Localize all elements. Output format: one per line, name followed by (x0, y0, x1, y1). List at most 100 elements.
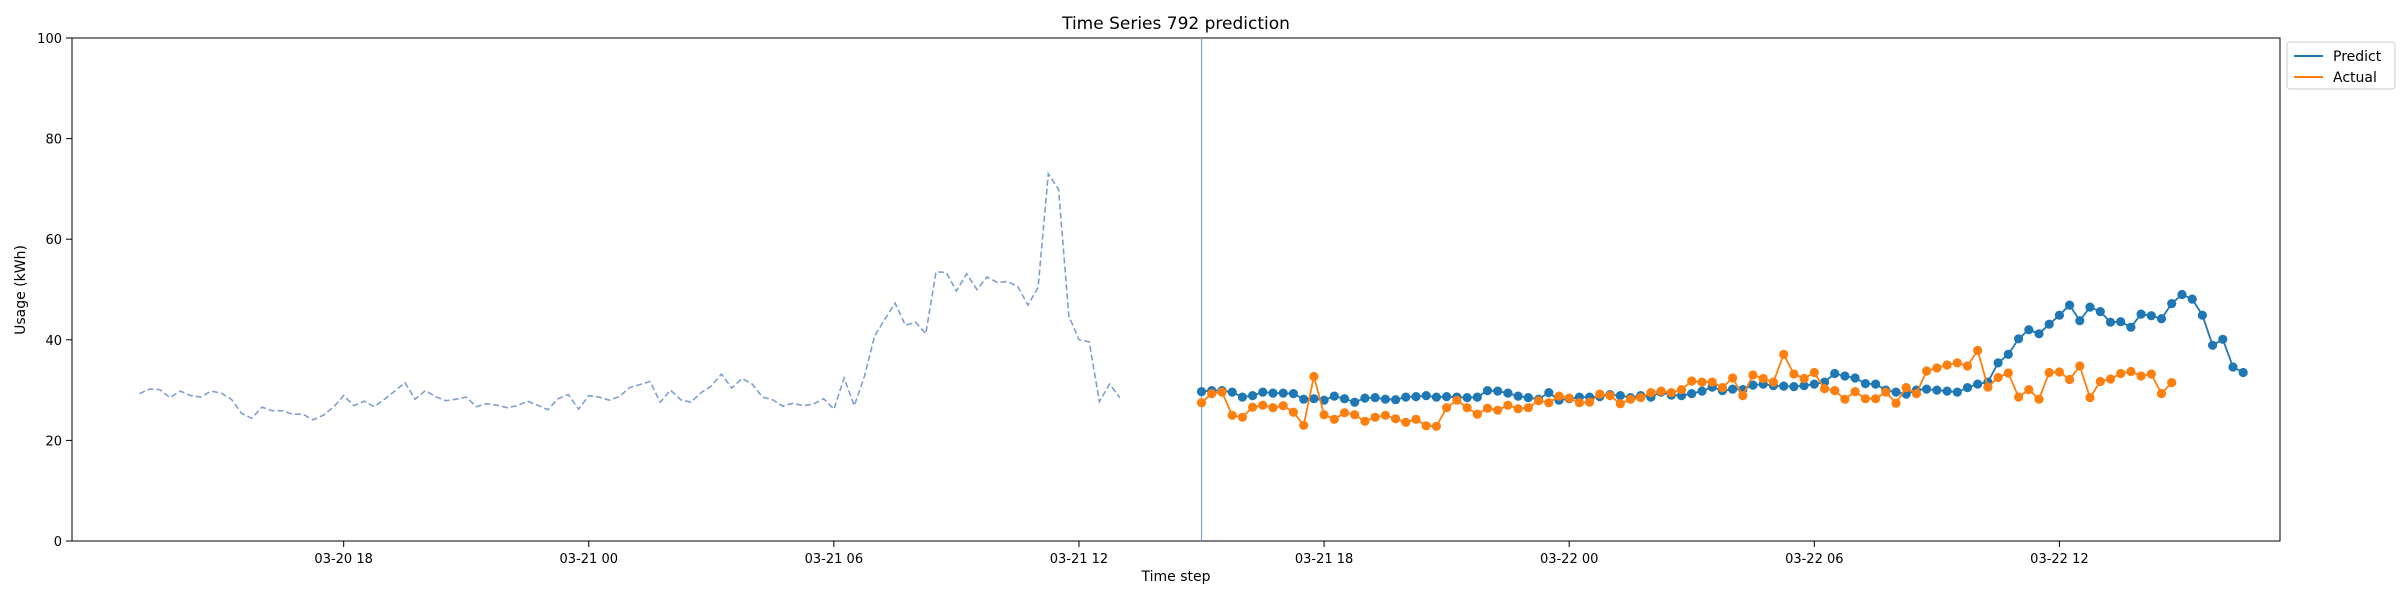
x-tick-label: 03-21 18 (1295, 552, 1353, 567)
actual-point (2054, 367, 2064, 377)
predict-point (1237, 392, 1247, 402)
actual-point (1738, 391, 1748, 401)
predict-point (1840, 371, 1850, 381)
actual-point (2003, 368, 2013, 378)
actual-point (1993, 372, 2003, 383)
actual-point (2085, 393, 2095, 403)
actual-point (1799, 373, 1809, 384)
predict-point (1421, 391, 1431, 401)
actual-point (1493, 405, 1503, 415)
predict-point (1431, 392, 1441, 402)
actual-point (1442, 403, 1452, 413)
predict-point (2167, 299, 2177, 309)
x-tick-label: 03-20 18 (314, 552, 372, 567)
actual-point (1952, 358, 1962, 368)
actual-point (1339, 408, 1350, 418)
actual-point (1625, 394, 1636, 404)
predict-point (1809, 379, 1819, 389)
predict-point (1952, 387, 1962, 397)
actual-point (1687, 376, 1697, 386)
predict-point (1789, 382, 1799, 392)
predict-point (1615, 391, 1625, 401)
actual-point (1227, 410, 1237, 420)
actual-point (1350, 410, 1360, 420)
actual-point (2126, 366, 2136, 377)
x-tick-label: 03-21 06 (805, 552, 863, 567)
predict-point (1401, 392, 1411, 402)
predict-point (2238, 367, 2248, 378)
actual-point (1942, 360, 1952, 370)
actual-point (1401, 417, 1411, 427)
predict-point (1513, 391, 1523, 401)
actual-point (2024, 385, 2034, 395)
y-axis: 0 20 40 60 80 100 (37, 32, 72, 550)
predict-point (2116, 317, 2126, 327)
plot-area (71, 37, 2281, 542)
actual-point (1871, 394, 1881, 404)
y-tick-label: 20 (45, 434, 62, 449)
predict-point (2208, 340, 2218, 350)
actual-point (2075, 361, 2085, 371)
actual-point (1646, 388, 1656, 398)
predict-point (2105, 317, 2116, 327)
predict-point (1288, 389, 1298, 399)
actual-point (2156, 389, 2167, 399)
predict-point (1360, 393, 1370, 403)
predict-point (1922, 384, 1932, 394)
predict-point (2228, 362, 2238, 372)
actual-point (1728, 373, 1738, 383)
actual-point (1513, 404, 1523, 414)
predict-point (1258, 387, 1268, 397)
predict-point (2065, 300, 2075, 310)
actual-point (1329, 414, 1339, 424)
actual-point (1585, 397, 1595, 407)
actual-point (1860, 394, 1870, 404)
y-tick-label: 100 (37, 32, 62, 47)
actual-point (2034, 394, 2044, 404)
actual-point (1360, 416, 1370, 426)
predict-point (1779, 381, 1789, 391)
actual-point (2095, 376, 2105, 387)
actual-point (1523, 403, 1533, 413)
actual-point (1544, 398, 1554, 408)
predict-point (1544, 388, 1554, 398)
predict-point (1799, 381, 1809, 391)
predict-point (1411, 392, 1421, 402)
actual-point (1564, 393, 1574, 403)
predict-point (2034, 329, 2044, 339)
actual-point (1595, 389, 1605, 399)
actual-point (1237, 412, 1247, 422)
actual-point (1717, 383, 1727, 393)
predict-point (1462, 393, 1472, 403)
predict-point (1932, 385, 1942, 395)
predict-point (1860, 379, 1870, 389)
predict-point (1850, 373, 1860, 383)
predict-point (1278, 388, 1288, 398)
predict-point (2136, 309, 2146, 319)
actual-point (1462, 403, 1472, 413)
actual-point (1840, 394, 1850, 404)
predict-point (1697, 386, 1707, 396)
x-axis-label: Time step (1141, 569, 1211, 585)
actual-point (1370, 412, 1380, 422)
actual-point (1615, 399, 1625, 409)
actual-point (2136, 371, 2146, 381)
legend: Predict Actual (2286, 41, 2396, 90)
predict-point (1962, 383, 1973, 393)
y-tick-label: 0 (54, 535, 62, 550)
actual-point (1452, 395, 1462, 405)
chart-title: Time Series 792 prediction (1061, 14, 1290, 34)
predict-point (2218, 334, 2228, 344)
predict-point (2024, 325, 2034, 335)
predict-point (2054, 310, 2064, 320)
actual-point (1636, 393, 1646, 403)
actual-point (1217, 387, 1227, 397)
actual-point (1932, 363, 1942, 373)
x-axis: 03-20 18 03-21 00 03-21 06 03-21 12 03-21 18… (314, 541, 2089, 567)
actual-point (1554, 391, 1564, 401)
actual-point (1299, 420, 1309, 430)
predict-point (1299, 394, 1309, 404)
predict-point (1493, 386, 1503, 396)
predict-point (1196, 387, 1207, 397)
